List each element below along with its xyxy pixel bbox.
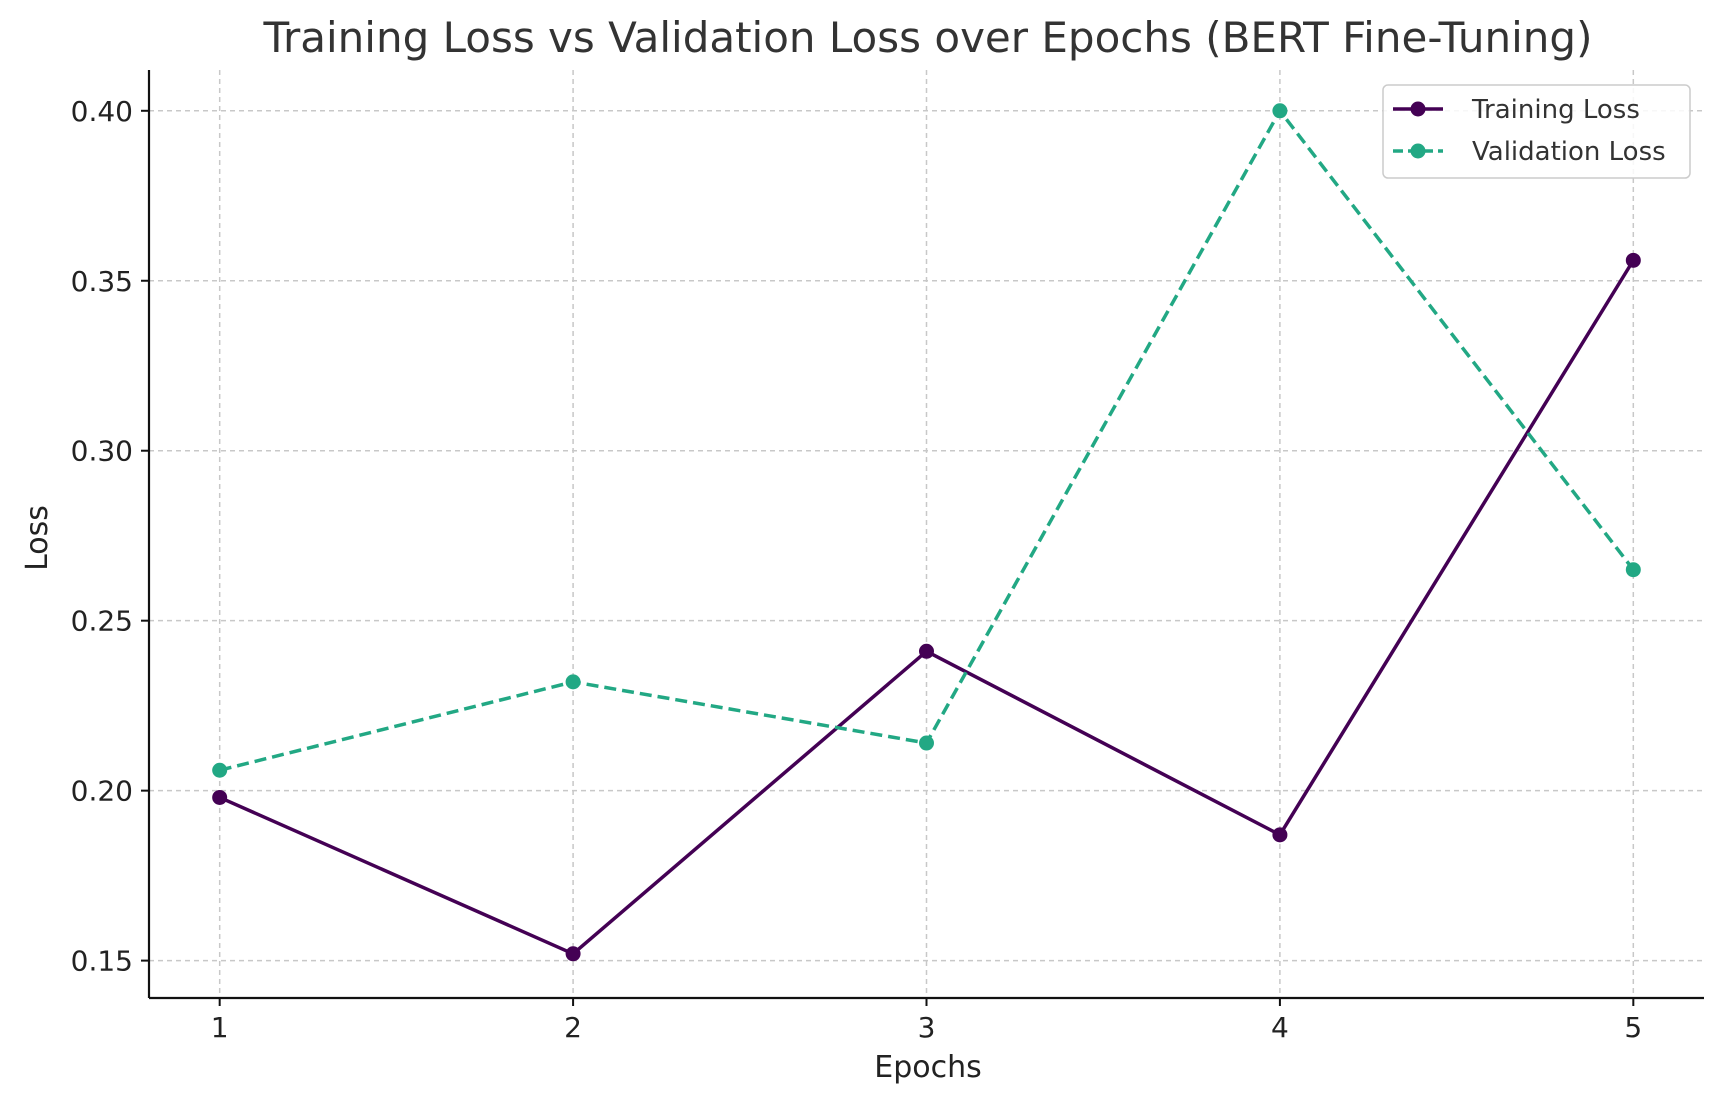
y-tick-label: 0.30 [71,435,133,468]
legend: Training Loss Validation Loss [1382,84,1691,179]
training-loss-point [565,946,581,962]
axes: 1 2 3 4 5 0.15 0.20 0.25 0.30 0.35 0.40 [71,70,1704,1044]
chart-title: Training Loss vs Validation Loss over Ep… [263,13,1593,62]
validation-loss-point [1625,562,1641,578]
validation-loss-point [919,735,934,751]
training-loss-point [212,789,228,805]
y-tick-label: 0.15 [71,945,133,978]
x-tick-label: 2 [564,1011,582,1044]
y-tick-label: 0.35 [71,265,133,298]
training-loss-point [1625,252,1641,268]
legend-box [1382,84,1691,179]
training-loss-legend-marker [1410,101,1426,117]
y-axis-label: Loss [20,505,55,571]
validation-loss-point [565,674,581,690]
x-tick-label: 1 [211,1011,229,1044]
x-tick-label: 5 [1624,1011,1642,1044]
x-axis-label: Epochs [874,1050,982,1085]
validation-loss-legend-marker [1410,143,1426,159]
training-loss-legend-label: Training Loss [1471,95,1640,125]
grid [149,70,1704,998]
training-loss-point [919,643,934,659]
y-tick-label: 0.25 [71,605,133,638]
validation-loss-point [212,762,228,778]
training-loss-line [218,259,1635,956]
x-tick-label: 3 [918,1011,936,1044]
training-loss-point [1272,827,1288,843]
series-layer [212,103,1641,962]
x-tick-label: 4 [1271,1011,1289,1044]
validation-loss-point [1272,103,1288,119]
y-tick-label: 0.40 [71,95,133,128]
validation-loss-legend-label: Validation Loss [1472,137,1666,167]
y-tick-label: 0.20 [71,775,133,808]
